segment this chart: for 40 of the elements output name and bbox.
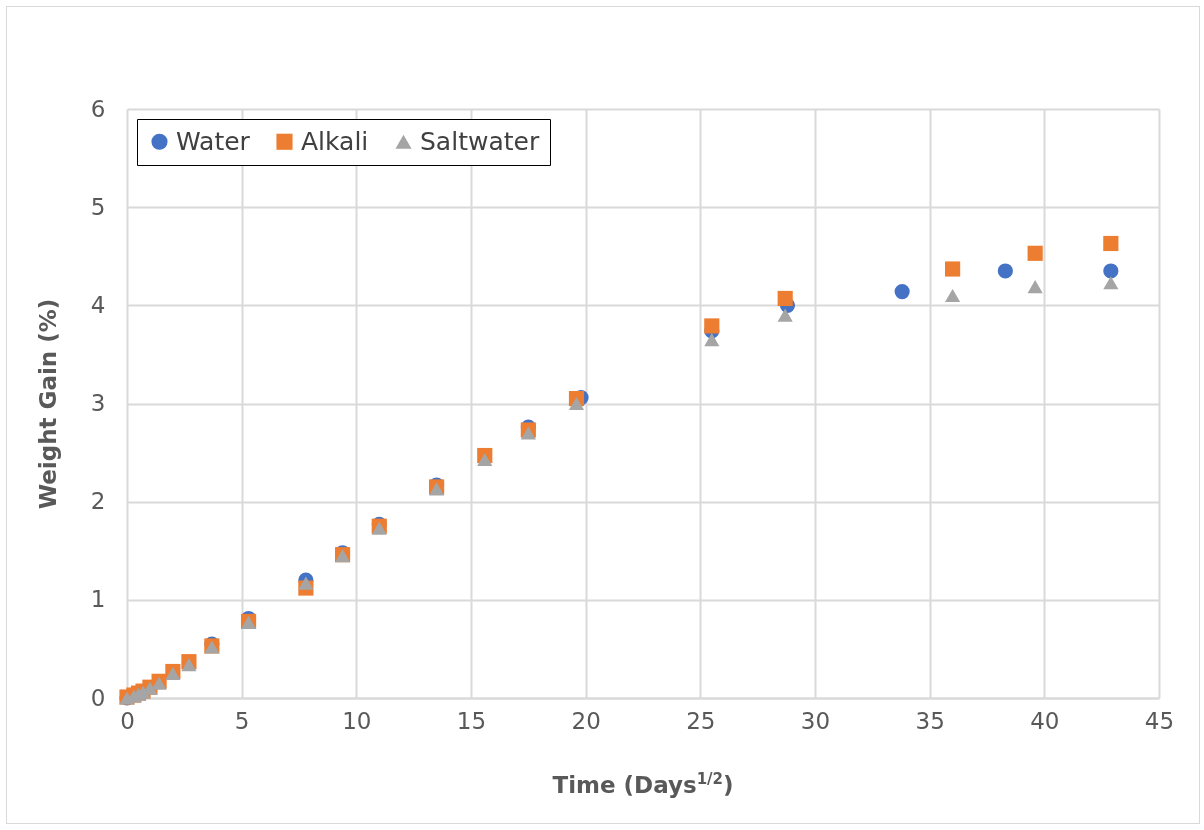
x-tick-label: 15 xyxy=(456,707,487,734)
point xyxy=(181,658,197,672)
legend-label: Saltwater xyxy=(420,126,540,156)
point xyxy=(945,288,961,303)
y-tick-label: 0 xyxy=(90,684,106,711)
legend-label: Alkali xyxy=(301,126,369,156)
y-axis-title: Weight Gain (%) xyxy=(34,298,61,510)
y-tick-label: 5 xyxy=(90,193,106,220)
point xyxy=(568,396,585,411)
legend-label: Water xyxy=(176,126,251,156)
point xyxy=(1103,235,1119,252)
point xyxy=(777,308,793,322)
x-axis-title: Time (Days$^{1/2}$) xyxy=(551,770,735,798)
point xyxy=(777,290,793,307)
x-tick-label: 35 xyxy=(915,707,945,734)
y-tick-label: 3 xyxy=(90,390,106,416)
point xyxy=(704,333,720,347)
point xyxy=(1103,263,1119,279)
x-tick-label: 10 xyxy=(342,707,372,734)
point xyxy=(704,318,720,334)
y-tick-label: 6 xyxy=(90,95,106,122)
y-tick-label: 1 xyxy=(90,586,106,613)
x-tick-label: 0 xyxy=(120,707,135,734)
point xyxy=(520,426,536,440)
y-tick-label: 2 xyxy=(90,488,106,515)
point xyxy=(1027,280,1043,294)
x-tick-label: 5 xyxy=(234,707,250,734)
point xyxy=(298,576,314,590)
point xyxy=(1103,276,1119,290)
x-tick-label: 25 xyxy=(686,707,716,734)
x-tick-label: 45 xyxy=(1144,707,1175,734)
point xyxy=(894,284,910,300)
point xyxy=(1027,245,1043,261)
y-tick-label: 4 xyxy=(90,291,106,318)
point xyxy=(997,263,1013,279)
x-tick-label: 30 xyxy=(800,707,831,734)
x-tick-label: 20 xyxy=(571,707,601,734)
x-tick-label: 40 xyxy=(1030,707,1060,734)
point xyxy=(477,452,493,467)
point xyxy=(945,261,961,277)
